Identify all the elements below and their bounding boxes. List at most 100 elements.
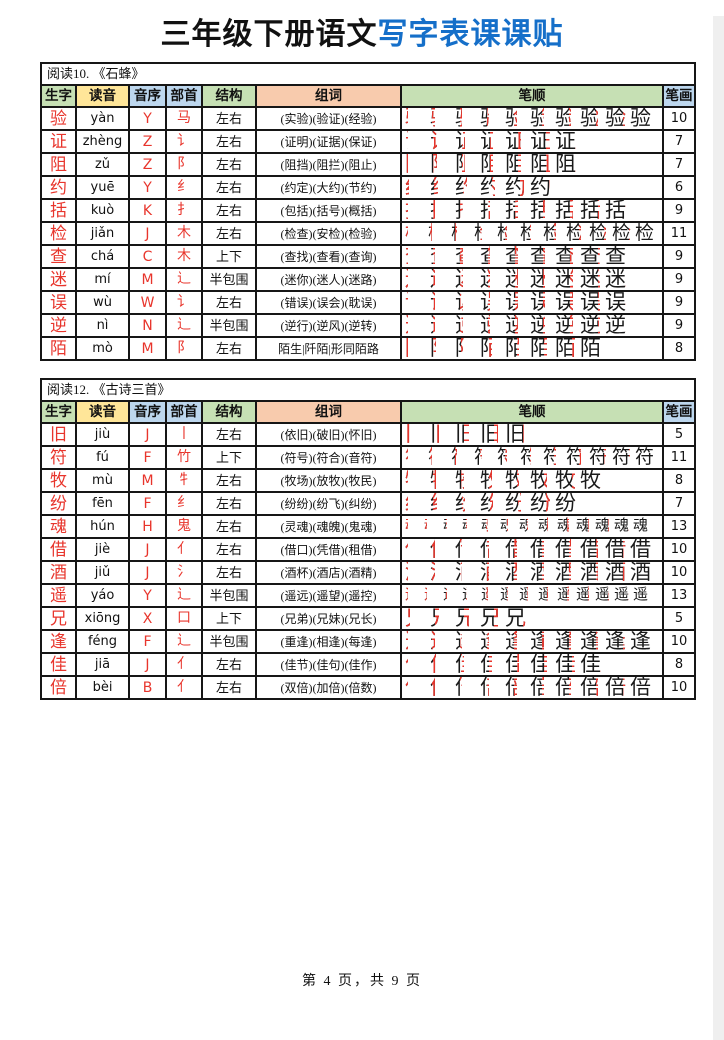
column-header-7: 笔画 [662, 400, 696, 424]
stroke-glyph: 验 [430, 109, 435, 128]
stroke-step: 借借 [605, 540, 628, 559]
stroke-glyph-new: 阻 [530, 154, 550, 175]
stroke-order-cell: 佳佳佳佳佳佳佳佳佳佳佳佳佳佳佳佳 [400, 652, 664, 677]
words-cell: (实验)(验证)(经验) [255, 106, 402, 131]
stroke-glyph-new: 旧 [505, 424, 526, 445]
stroke-glyph-new: 逆 [460, 316, 463, 335]
section-row: 阅读10. 《石蜂》 [40, 62, 696, 86]
stroke-step: 佳佳 [455, 655, 478, 674]
stroke-glyph: 魂 [500, 517, 508, 536]
stroke-order-cell: 兄兄兄兄兄兄兄兄兄兄 [400, 606, 664, 631]
pinyin-cell: jiè [75, 537, 130, 562]
stroke-step: 检检 [612, 224, 633, 243]
stroke-count-cell: 5 [662, 606, 696, 631]
initial-cell: J [128, 221, 167, 246]
stroke-step: 魂魂 [538, 517, 555, 536]
radical-cell: 口 [165, 606, 203, 631]
stroke-glyph: 魂 [576, 517, 589, 536]
stroke-step: 查查 [480, 247, 503, 266]
stroke-glyph: 遥 [633, 587, 649, 603]
stroke-glyph-new: 证 [405, 132, 408, 151]
stroke-glyph: 陌 [555, 338, 575, 359]
structure-cell: 左右 [201, 336, 257, 361]
stroke-order-sequence: 陌陌陌陌陌陌陌陌陌陌陌陌陌陌陌陌 [405, 338, 661, 359]
stroke-glyph: 符 [520, 448, 531, 467]
stroke-glyph-new: 佳 [555, 654, 575, 675]
stroke-step: 验验 [505, 109, 528, 128]
stroke-order-sequence: 酒酒酒酒酒酒酒酒酒酒酒酒酒酒酒酒酒酒酒酒 [405, 563, 661, 582]
stroke-glyph-new: 纷 [518, 494, 521, 513]
stroke-glyph-new: 逢 [487, 632, 489, 651]
stroke-step: 阻阻 [555, 155, 578, 174]
stroke-glyph-new: 遥 [547, 586, 548, 605]
stroke-step: 逆逆 [555, 316, 578, 335]
pinyin-cell: mù [75, 468, 130, 493]
stroke-glyph-new: 陌 [489, 339, 492, 358]
stroke-glyph-new: 查 [580, 246, 600, 267]
stroke-glyph: 逢 [530, 632, 544, 651]
stroke-step: 查查 [530, 247, 553, 266]
stroke-step: 逆逆 [405, 316, 428, 335]
stroke-step: 误误 [605, 293, 628, 312]
stroke-step: 符符 [520, 448, 541, 467]
stroke-glyph: 遥 [424, 586, 427, 605]
stroke-glyph: 酒 [555, 563, 571, 582]
stroke-glyph: 检 [635, 223, 655, 244]
stroke-count-cell: 11 [662, 221, 696, 246]
stroke-step: 迷迷 [605, 270, 628, 289]
stroke-step: 倍倍 [505, 678, 528, 697]
stroke-glyph: 倍 [480, 678, 489, 697]
stroke-glyph: 约 [530, 177, 551, 198]
stroke-count-cell: 10 [662, 106, 696, 131]
stroke-glyph: 查 [405, 247, 408, 266]
stroke-glyph: 阻 [480, 155, 493, 174]
words-cell: (兄弟)(兄妹)(兄长) [255, 606, 402, 631]
stroke-count-cell: 10 [662, 675, 696, 700]
stroke-glyph: 逆 [505, 316, 518, 335]
page-title: 三年级下册语文写字表课课贴 [0, 16, 724, 54]
stroke-glyph: 逢 [630, 631, 651, 652]
column-header-2: 音序 [128, 400, 167, 424]
stroke-glyph-new: 验 [596, 109, 598, 128]
stroke-step: 借借 [505, 540, 528, 559]
stroke-step: 证证 [455, 132, 478, 151]
pinyin-cell: jiǔ [75, 560, 130, 585]
radical-cell: 扌 [165, 198, 203, 223]
stroke-step: 旧旧 [505, 424, 528, 445]
stroke-step: 陌陌 [405, 339, 428, 358]
stroke-glyph: 佳 [430, 655, 436, 674]
stroke-glyph-new: 符 [455, 448, 457, 467]
stroke-glyph: 逢 [555, 632, 571, 651]
stroke-step: 误误 [530, 293, 553, 312]
stroke-glyph-new: 误 [515, 293, 518, 312]
stroke-order-sequence: 遥遥遥遥遥遥遥遥遥遥遥遥遥遥遥遥遥遥遥遥遥遥遥遥遥遥 [405, 586, 661, 605]
section-title: 阅读12. 《古诗三首》 [40, 378, 696, 402]
stroke-step: 兄兄 [405, 609, 428, 628]
stroke-glyph: 遥 [462, 586, 467, 605]
pinyin-cell: yáo [75, 583, 130, 608]
char-cell: 括 [40, 198, 77, 223]
stroke-glyph: 约 [430, 178, 438, 197]
stroke-order-sequence: 检检检检检检检检检检检检检检检检检检检检检检 [405, 223, 661, 244]
stroke-glyph: 阻 [455, 155, 465, 174]
stroke-glyph: 魂 [633, 518, 649, 534]
stroke-step: 酒酒 [605, 563, 628, 582]
stroke-count-cell: 8 [662, 652, 696, 677]
stroke-glyph-new: 遥 [567, 586, 569, 605]
stroke-order-sequence: 约约约约约约约约约约约约 [405, 177, 661, 198]
stroke-glyph-new: 约 [530, 177, 551, 198]
char-cell: 借 [40, 537, 77, 562]
stroke-glyph: 括 [505, 201, 518, 220]
stroke-step: 证证 [405, 132, 428, 151]
stroke-order-sequence: 查查查查查查查查查查查查查查查查查查 [405, 246, 661, 267]
stroke-step: 逆逆 [455, 316, 478, 335]
stroke-step: 逆逆 [480, 316, 503, 335]
stroke-step: 佳佳 [430, 655, 453, 674]
stroke-glyph: 遥 [443, 586, 447, 605]
stroke-step: 纷纷 [405, 494, 428, 513]
title-blue-text: 写字表课课贴 [377, 18, 564, 51]
stroke-glyph-new: 证 [530, 131, 550, 152]
